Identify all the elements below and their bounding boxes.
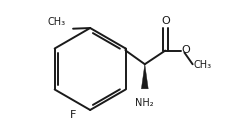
Text: CH₃: CH₃ bbox=[193, 60, 212, 70]
Text: O: O bbox=[181, 45, 190, 55]
Polygon shape bbox=[142, 64, 148, 89]
Text: NH₂: NH₂ bbox=[136, 98, 154, 108]
Text: F: F bbox=[70, 110, 76, 120]
Text: O: O bbox=[161, 16, 170, 26]
Text: CH₃: CH₃ bbox=[48, 17, 66, 27]
